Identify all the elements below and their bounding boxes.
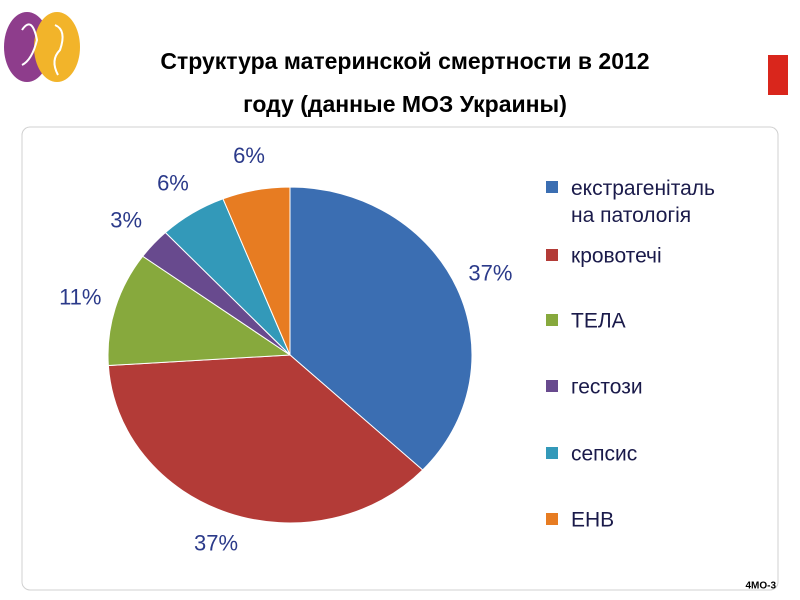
title: году (данные МОЗ Украины) xyxy=(243,91,567,117)
data-label: 37% xyxy=(468,261,512,286)
data-label: 11% xyxy=(59,285,101,310)
legend-label: гестози xyxy=(571,376,643,399)
legend-swatch xyxy=(546,314,558,326)
pie-slice xyxy=(107,354,424,524)
legend-line: екстрагеніталь xyxy=(571,177,715,200)
legend-swatch xyxy=(546,380,558,392)
legend-label: ТЕЛА xyxy=(571,310,626,333)
legend-label: екстрагеніталь на патологія xyxy=(571,177,715,227)
legend-swatch xyxy=(546,513,558,525)
legend-swatch xyxy=(546,447,558,459)
footer: 4МО-3 xyxy=(745,581,776,592)
legend-label: сепсис xyxy=(571,443,637,466)
pie-slice xyxy=(289,186,473,471)
legend-label: кровотечі xyxy=(571,245,662,268)
side-logo xyxy=(768,55,788,95)
legend-line: на патологія xyxy=(571,204,691,227)
legend-label: ЕНВ xyxy=(571,509,614,532)
legend-swatch xyxy=(546,249,558,261)
pie-slice xyxy=(222,186,291,356)
data-label: 3% xyxy=(110,207,142,232)
logo xyxy=(4,12,80,82)
pie-slice xyxy=(107,255,292,367)
title: Структура материнской смертности в 2012 xyxy=(160,48,649,74)
data-label: 37% xyxy=(194,530,238,555)
data-label: 6% xyxy=(157,171,189,196)
legend-swatch xyxy=(546,181,558,193)
data-label: 6% xyxy=(233,143,265,168)
